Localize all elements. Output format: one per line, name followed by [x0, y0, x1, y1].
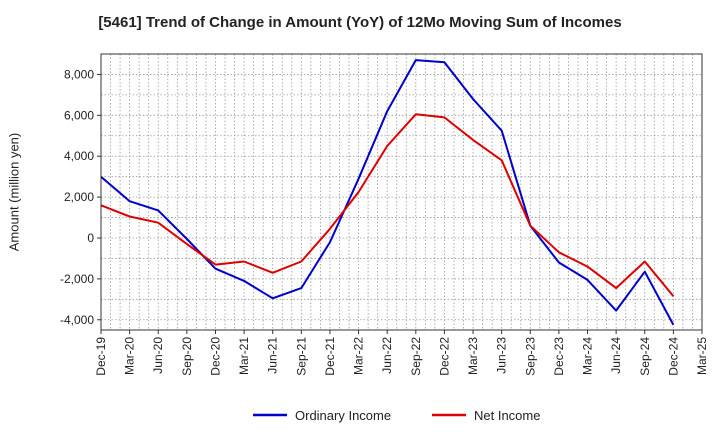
x-tick-label: Jun-23 — [495, 337, 509, 374]
x-tick-label: Sep-22 — [409, 337, 423, 376]
x-tick-label: Jun-22 — [380, 337, 394, 374]
x-tick-label: Jun-24 — [609, 337, 623, 374]
x-tick-label: Dec-24 — [666, 337, 680, 376]
y-tick-label: 0 — [87, 231, 94, 245]
y-tick-label: 6,000 — [64, 108, 94, 122]
x-tick-label: Mar-23 — [466, 337, 480, 375]
x-tick-label: Dec-20 — [208, 337, 222, 376]
x-tick-label: Dec-21 — [323, 337, 337, 376]
chart-title: [5461] Trend of Change in Amount (YoY) o… — [98, 14, 622, 31]
x-tick-label: Sep-23 — [523, 337, 537, 376]
series-line-ordinary-income — [100, 59, 675, 326]
x-tick-label: Jun-21 — [266, 337, 280, 374]
x-tick-label: Mar-20 — [123, 337, 137, 375]
x-tick-label: Sep-21 — [294, 337, 308, 376]
x-tick-label: Dec-22 — [437, 337, 451, 376]
y-tick-label: 2,000 — [64, 190, 94, 204]
x-tick-label: Dec-19 — [94, 337, 108, 376]
legend-label: Ordinary Income — [295, 408, 391, 423]
series-line-net-income — [100, 113, 675, 297]
x-tick-label: Sep-20 — [180, 337, 194, 376]
x-tick-label: Dec-23 — [552, 337, 566, 376]
y-tick-label: -2,000 — [60, 272, 94, 286]
x-tick-label: Jun-20 — [151, 337, 165, 374]
x-tick-label: Sep-24 — [638, 337, 652, 376]
legend-label: Net Income — [474, 408, 540, 423]
plot-border — [100, 53, 703, 331]
x-tick-label: Mar-22 — [352, 337, 366, 375]
x-tick-label: Mar-25 — [695, 337, 709, 375]
x-tick-label: Mar-24 — [581, 337, 595, 375]
y-tick-label: 8,000 — [64, 67, 94, 81]
x-tick-label: Mar-21 — [237, 337, 251, 375]
plot-area — [101, 54, 702, 330]
y-tick-label: 4,000 — [64, 149, 94, 163]
y-tick-label: -4,000 — [60, 313, 94, 327]
